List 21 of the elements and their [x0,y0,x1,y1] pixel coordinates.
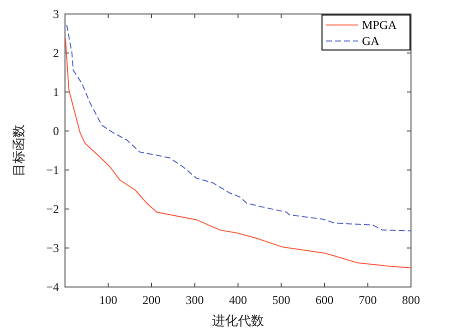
x-tick-label: 700 [358,293,377,307]
x-tick-label: 100 [99,293,118,307]
x-tick-label: 800 [402,293,420,307]
y-tick-label: −4 [46,280,59,294]
legend-label: MPGA [362,18,398,32]
line-series [64,38,412,268]
y-tick-label: 2 [53,46,59,60]
x-tick-label: 600 [316,293,334,307]
y-tick-label: 0 [53,124,59,138]
x-tick-label: 200 [142,293,160,307]
x-tick-label: 400 [229,293,247,307]
x-tick-label: 500 [272,293,290,307]
y-tick-label: 1 [53,85,59,99]
legend-label: GA [362,34,380,48]
y-tick-label: 3 [53,7,59,21]
x-tick-label: 300 [186,293,204,307]
y-axis-title: 目标函数 [11,124,26,176]
y-tick-label: −1 [46,163,59,177]
y-tick-label: −3 [46,241,59,255]
y-tick-label: −2 [46,202,59,216]
x-axis-title: 进化代数 [212,313,264,328]
